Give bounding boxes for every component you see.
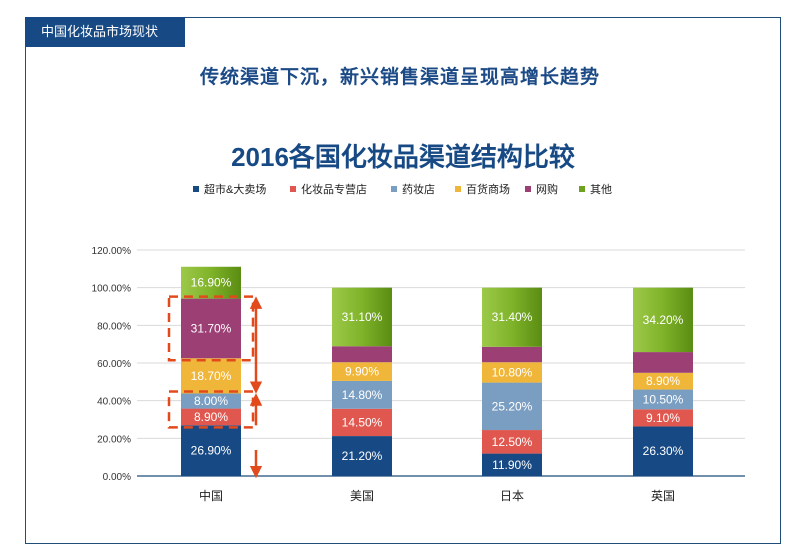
data-label: 10.50% — [643, 392, 684, 406]
y-tick-label: 100.00% — [92, 284, 132, 295]
bar-segment — [332, 287, 392, 347]
data-label: 8.90% — [646, 374, 680, 388]
data-label: 8.00% — [194, 394, 228, 408]
data-label: 21.20% — [342, 449, 383, 463]
legend-swatch-0 — [193, 186, 199, 192]
x-category-label: 中国 — [199, 488, 223, 503]
data-label: 11.90% — [492, 458, 532, 472]
data-label: 12.50% — [492, 435, 533, 449]
x-category-label: 英国 — [651, 489, 675, 503]
bar-segment — [482, 362, 542, 383]
slide-headline: 传统渠道下沉，新兴销售渠道呈现高增长趋势 — [199, 66, 600, 88]
bar-segment — [482, 382, 542, 431]
y-tick-label: 20.00% — [97, 434, 131, 445]
bar-segment — [332, 408, 392, 437]
bar-segment — [181, 408, 241, 426]
data-label: 31.10% — [342, 310, 383, 324]
data-label: 8.90% — [194, 410, 228, 424]
bar-segment — [181, 358, 241, 394]
data-label: 16.90% — [191, 276, 232, 290]
section-tab: 中国化妆品市场现状 — [25, 17, 185, 47]
bar-segment — [181, 266, 241, 299]
bar-segment — [332, 436, 392, 476]
legend-label-5: 其他 — [590, 183, 612, 196]
x-category-label: 美国 — [350, 489, 374, 503]
y-tick-label: 120.00% — [92, 246, 132, 257]
data-label: 14.50% — [342, 415, 383, 429]
data-label: 31.70% — [191, 321, 232, 335]
bar-segment — [332, 346, 392, 363]
bar-segment — [633, 287, 693, 353]
bar-segment — [633, 352, 693, 373]
y-tick-label: 80.00% — [97, 321, 131, 332]
data-label: 26.30% — [643, 444, 684, 458]
bar-segment — [633, 426, 693, 476]
legend-label-1: 化妆品专营店 — [301, 182, 367, 196]
data-label: 34.20% — [643, 313, 684, 327]
legend-label-3: 百货商场 — [466, 182, 510, 196]
data-label: 26.90% — [191, 444, 232, 458]
slide-frame — [25, 17, 781, 544]
chart-bars: 26.90% 8.90% 8.00% 18.70% 31.70% 16.90% 中国 21.2… — [181, 266, 693, 503]
legend-swatch-5 — [579, 186, 585, 192]
data-label: 9.10% — [646, 411, 680, 425]
data-label: 18.70% — [191, 369, 232, 383]
legend-label-0: 超市&大卖场 — [204, 182, 266, 196]
bar-segment — [482, 287, 542, 347]
data-label: 14.80% — [342, 388, 383, 402]
y-tick-label: 40.00% — [97, 397, 131, 408]
bar-segment — [633, 372, 693, 390]
bar-segment — [332, 380, 392, 409]
bar-segment — [633, 409, 693, 427]
bar-segment — [181, 425, 241, 476]
dashed-highlight-box — [167, 295, 255, 362]
data-label: 9.90% — [345, 365, 379, 379]
bar-segment — [181, 298, 241, 359]
y-tick-label: 60.00% — [97, 359, 131, 370]
legend-label-4: 网购 — [536, 182, 558, 196]
bar-segment — [482, 346, 542, 363]
data-label: 10.80% — [492, 365, 533, 379]
legend-swatch-3 — [455, 186, 461, 192]
y-tick-label: 0.00% — [103, 472, 131, 483]
chart-legend: 超市&大卖场 化妆品专营店 药妆店 百货商场 网购 其他 — [193, 182, 612, 196]
bar-segment — [482, 430, 542, 454]
legend-swatch-2 — [391, 186, 397, 192]
legend-label-2: 药妆店 — [402, 182, 435, 196]
bar-segment — [181, 393, 241, 409]
legend-swatch-1 — [290, 186, 296, 192]
bar-segment — [633, 389, 693, 410]
x-category-label: 日本 — [500, 489, 524, 503]
legend-swatch-4 — [525, 186, 531, 192]
data-label: 25.20% — [492, 399, 533, 413]
chart-title: 2016各国化妆品渠道结构比较 — [231, 142, 575, 172]
data-label: 31.40% — [492, 310, 533, 324]
bar-segment — [332, 362, 392, 381]
bar-segment — [482, 453, 542, 476]
chart-annotations — [167, 295, 263, 479]
